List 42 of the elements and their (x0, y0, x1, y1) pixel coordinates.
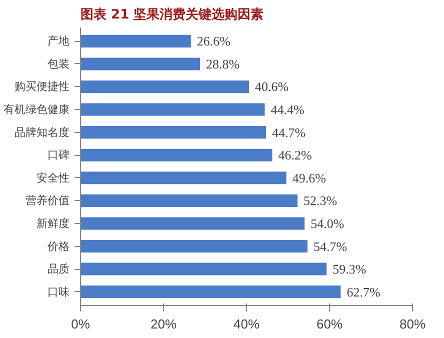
x-tick-label: 0% (71, 316, 90, 332)
y-tick-label: 有机绿色健康 (4, 103, 70, 116)
y-tick-label: 安全性 (36, 171, 70, 184)
data-label: 40.6% (254, 79, 289, 94)
y-tick-label: 口碑 (48, 148, 70, 162)
data-label: 44.7% (272, 124, 306, 140)
bar (80, 262, 327, 276)
y-tick-label: 口味 (48, 285, 70, 298)
y-tick-label: 价格 (46, 240, 70, 253)
data-label: 62.7% (346, 284, 380, 300)
data-label: 44.4% (270, 102, 305, 118)
x-tick-label: 20% (150, 316, 177, 332)
data-label: 59.3% (332, 262, 366, 277)
x-tick-label: 40% (233, 316, 260, 332)
data-label: 26.6% (196, 34, 231, 49)
data-label: 28.8% (206, 56, 240, 72)
y-tick-label: 购买便捷性 (14, 80, 70, 94)
x-tick-label: 60% (316, 316, 343, 332)
y-tick-label: 品质 (48, 262, 70, 276)
bar (80, 148, 272, 162)
data-label: 54.0% (310, 216, 344, 231)
y-tick-label: 品牌知名度 (14, 126, 70, 139)
x-tick-label: 80% (399, 316, 426, 332)
y-tick-label: 包装 (48, 57, 70, 70)
bar (80, 126, 266, 139)
bar (80, 172, 286, 184)
bar (80, 240, 308, 253)
bar (80, 80, 249, 94)
bar (80, 34, 191, 48)
data-label: 54.7% (314, 238, 348, 254)
chart-title: 图表 21 坚果消费关键选购因素 (80, 6, 264, 22)
data-label: 52.3% (304, 193, 338, 208)
bar (80, 58, 200, 70)
bar (80, 194, 298, 207)
bar (80, 217, 305, 230)
data-label: 46.2% (278, 148, 312, 163)
y-tick-label: 新鲜度 (36, 216, 70, 230)
y-tick-label: 营养价值 (26, 194, 70, 208)
data-label: 49.6% (292, 170, 326, 186)
bar (80, 103, 265, 116)
bar (80, 286, 341, 298)
y-tick-label: 产地 (48, 34, 70, 48)
